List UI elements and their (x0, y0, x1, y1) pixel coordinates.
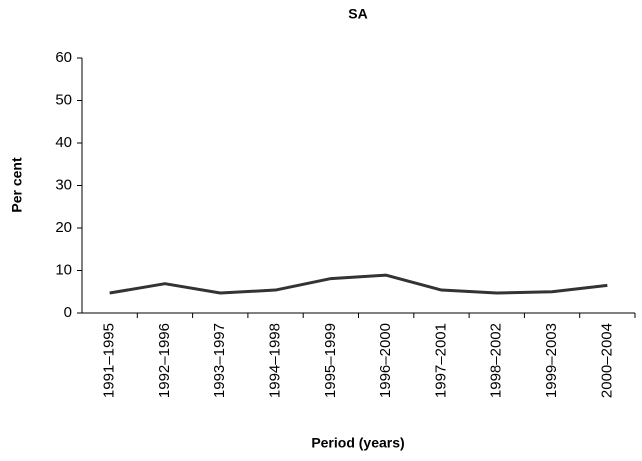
x-tick-label: 1994–1998 (267, 323, 284, 398)
x-tick-label: 1991–1995 (101, 323, 118, 398)
y-tick-label: 20 (55, 219, 72, 236)
x-tick-label: 1999–2003 (543, 323, 560, 398)
y-tick-label: 10 (55, 261, 72, 278)
y-tick-label: 40 (55, 134, 72, 151)
y-tick-label: 0 (64, 304, 72, 321)
y-axis-title: Per cent (9, 157, 25, 213)
x-tick-label: 1993–1997 (211, 323, 228, 398)
x-tick-label: 1995–1999 (322, 323, 339, 398)
x-tick-label: 2000–2004 (598, 323, 615, 398)
x-tick-label: 1992–1996 (156, 323, 173, 398)
y-tick-label: 50 (55, 91, 72, 108)
y-tick-label: 60 (55, 49, 72, 66)
chart-title: SA (348, 6, 367, 22)
x-tick-label: 1998–2002 (488, 323, 505, 398)
data-line (109, 273, 608, 295)
y-tick-label: 30 (55, 176, 72, 193)
x-tick-label: 1997–2001 (432, 323, 449, 398)
x-tick-label: 1996–2000 (377, 323, 394, 398)
x-axis-title: Period (years) (311, 435, 404, 451)
